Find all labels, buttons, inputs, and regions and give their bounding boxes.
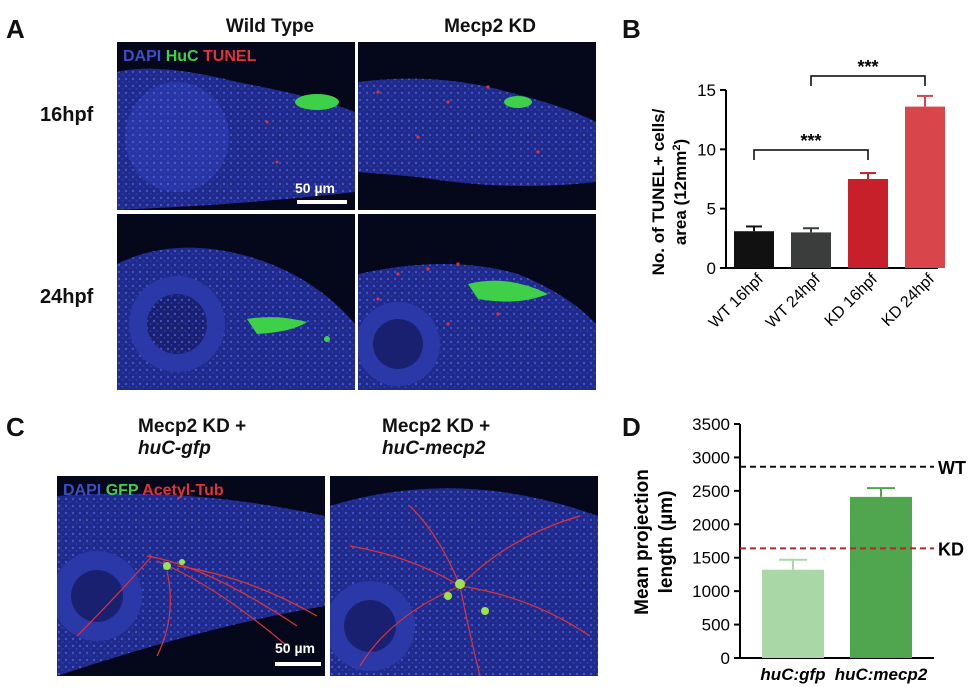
col-title-huc-gfp-line1: Mecp2 KD +: [138, 416, 247, 437]
chart-d-category-label: huC:mecp2: [835, 665, 928, 684]
chart-b-bar: [791, 232, 831, 268]
col-title-huc-mecp2-line1: Mecp2 KD +: [382, 416, 491, 437]
scale-bar-label-a: 50 µm: [295, 180, 335, 196]
chart-d-ytick-label: 3000: [692, 448, 730, 467]
row-label-24hpf: 24hpf: [40, 286, 94, 308]
stain-dapi-label-c: DAPI: [63, 482, 102, 499]
chart-d-ytick-label: 2000: [692, 515, 730, 534]
panel-letter-d: D: [622, 412, 641, 442]
col-title-huc-mecp2-line2: huC-mecp2: [382, 438, 486, 459]
stain-acetyl-tub-label: Acetyl-Tub: [142, 482, 224, 499]
chart-b-ylabel-end: ): [671, 139, 690, 145]
stain-huc-label: HuC: [165, 48, 199, 65]
chart-b-significance-bracket: [810, 75, 926, 86]
col-title-huc-gfp: Mecp2 KD + huC-gfp: [138, 416, 246, 460]
chart-b-significance-label: ***: [857, 57, 878, 77]
micrograph-huc-mecp2: [330, 476, 598, 676]
chart-b-ylabel-line1: No. of TUNEL+ cells/: [649, 108, 668, 275]
chart-b-category-label: WT 16hpf: [706, 270, 767, 331]
chart-d-ytick-label: 3500: [692, 415, 730, 434]
col-title-mecp2-kd: Mecp2 KD: [444, 16, 536, 37]
panel-letter-b: B: [622, 14, 641, 44]
micrograph-kd-16hpf: [358, 42, 596, 210]
chart-b-ylabel-sup: 2: [671, 145, 683, 151]
chart-d-ylabel-line1: Mean projection: [632, 469, 653, 615]
chart-b-bar: [848, 179, 888, 268]
chart-tunel-cells: No. of TUNEL+ cells/ area (12mm2) 0 5 10 15…: [649, 57, 945, 332]
chart-d-reference-label: WT: [938, 458, 966, 478]
micrograph-huc-gfp: DAPI GFP Acetyl-Tub 50 µm: [57, 476, 325, 676]
chart-b-ytick-label: 5: [707, 200, 716, 219]
stain-legend-a: DAPI HuC TUNEL: [123, 48, 256, 66]
col-title-huc-gfp-line2: huC-gfp: [138, 438, 211, 459]
micrograph-kd-24hpf: [358, 214, 596, 390]
row-label-16hpf: 16hpf: [40, 104, 94, 126]
chart-d-ytick-label: 1000: [692, 582, 730, 601]
chart-b-significance-bracket: [753, 149, 869, 160]
stain-tunel-label: TUNEL: [203, 48, 257, 65]
chart-projection-length: Mean projection length (µm) 0 500 1000 1500…: [632, 415, 966, 684]
chart-d-ylabel-line2: length (µm): [656, 491, 677, 594]
chart-d-reference-label: KD: [938, 539, 964, 559]
chart-d-ytick-label: 0: [721, 649, 730, 668]
panel-letter-a: A: [6, 14, 25, 44]
chart-b-ylabel-text: area (12mm: [671, 151, 690, 246]
chart-b-ytick-label: 15: [697, 81, 716, 100]
chart-b-ylabel-line2: area (12mm2): [671, 139, 690, 245]
chart-b-category-label: WT 24hpf: [763, 270, 824, 331]
scale-bar-c: [275, 662, 321, 666]
scale-bar-a: [297, 200, 347, 204]
micrograph-wt-24hpf: [117, 214, 355, 390]
chart-d-bar: [762, 569, 824, 658]
chart-b-ytick-label: 10: [697, 140, 716, 159]
chart-d-ytick-label: 500: [702, 616, 730, 635]
scale-bar-label-c: 50 µm: [275, 640, 315, 656]
stain-dapi-label: DAPI: [123, 48, 162, 65]
chart-b-significance-label: ***: [800, 131, 821, 151]
chart-d-bar: [850, 496, 912, 658]
micrograph-wt-16hpf: DAPI HuC TUNEL 50 µm: [117, 42, 355, 210]
chart-b-ytick-label: 0: [707, 259, 716, 278]
chart-b-bar: [905, 106, 945, 268]
panel-letter-c: C: [6, 412, 25, 442]
stain-legend-c: DAPI GFP Acetyl-Tub: [63, 482, 224, 500]
chart-d-category-label: huC:gfp: [760, 665, 825, 684]
stain-gfp-label: GFP: [105, 482, 139, 499]
col-title-huc-mecp2: Mecp2 KD + huC-mecp2: [382, 416, 490, 460]
chart-b-bar: [734, 231, 774, 268]
chart-d-ytick-label: 2500: [692, 482, 730, 501]
col-title-wild-type: Wild Type: [225, 16, 315, 37]
chart-d-plot: 0 500 1000 1500 2000 2500 3000 3500 huC:gfp huC:m…: [692, 415, 966, 684]
chart-b-category-label: KD 24hpf: [879, 270, 939, 330]
chart-d-ytick-label: 1500: [692, 549, 730, 568]
chart-b-category-label: KD 16hpf: [822, 270, 882, 330]
